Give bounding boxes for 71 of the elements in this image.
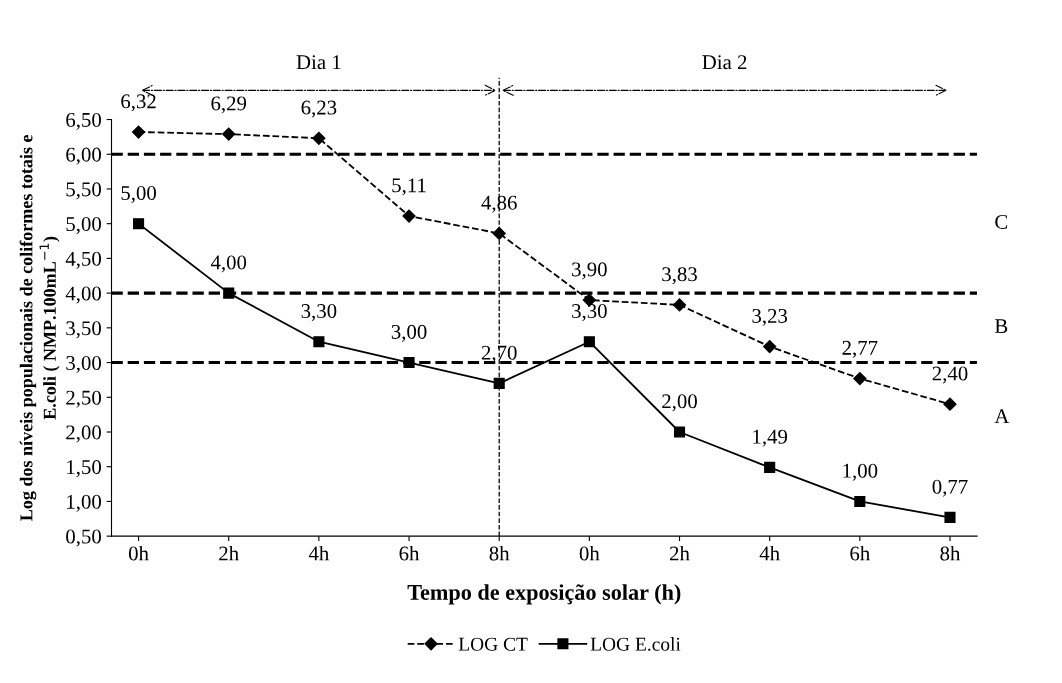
x-tick-label: 6h: [850, 545, 870, 561]
y-tick-label: 1,00: [67, 494, 101, 512]
point: [222, 127, 236, 141]
x-tick-label: 0h: [128, 545, 149, 561]
data-label: 6,32: [121, 94, 156, 112]
data-label: 1,00: [843, 463, 878, 481]
y-tick-label: 1,50: [67, 460, 101, 478]
point: [133, 218, 145, 230]
data-label: 2,77: [842, 340, 878, 358]
text: Dia 1: [296, 55, 341, 70]
y-tick-label: 2,00: [66, 425, 101, 443]
y-axis-title: Log dos níveis populacionais de coliformes totais e E.coli ( NMP.100mL$^{−1}$): [19, 134, 60, 521]
text: B: [994, 319, 1008, 333]
point: [943, 397, 957, 411]
data-label: 5,11: [392, 178, 426, 196]
point: [493, 377, 505, 389]
data-label: 6,23: [301, 100, 337, 118]
data-label: 6,29: [211, 96, 247, 114]
point: [763, 340, 777, 354]
x-tick-label: 2h: [219, 545, 239, 561]
data-label: 1,49: [753, 429, 788, 447]
text: A: [994, 409, 1010, 424]
text: Dia 2: [702, 55, 747, 70]
point: [673, 426, 686, 438]
y-tick-label: 0,50: [66, 529, 101, 547]
point: [672, 298, 687, 312]
data-label: 3,30: [301, 303, 337, 322]
point: [312, 131, 326, 145]
y-tick-label: 6,00: [66, 147, 101, 165]
y-tick-label: 3,50: [66, 321, 101, 339]
point: [854, 495, 866, 507]
x-tick-label: 4h: [308, 545, 330, 561]
point: [131, 125, 146, 139]
data-label: 3,00: [391, 324, 427, 342]
y-tick-label: 5,50: [66, 182, 101, 200]
point: [764, 461, 776, 473]
point: [403, 357, 415, 369]
x-tick-label: 0h: [579, 545, 600, 561]
data-label: 2,00: [662, 394, 697, 412]
x-tick-label: 6h: [399, 545, 420, 561]
point: [223, 287, 235, 299]
y-tick-label: 5,00: [66, 217, 101, 235]
x-tick-label: 8h: [940, 545, 961, 561]
point: [492, 226, 506, 240]
y-tick-label: 4,00: [65, 286, 101, 304]
text: C: [995, 214, 1008, 229]
point: [853, 371, 867, 386]
data-label: 3,83: [662, 267, 697, 285]
x-tick-label: 8h: [489, 545, 510, 561]
y-tick-label: 4,50: [65, 251, 101, 269]
legend-label: LOG CT: [458, 637, 528, 651]
point: [313, 336, 325, 348]
x-axis-title: Tempo de exposição solar (h): [407, 584, 681, 605]
y-tick-label: 2,50: [66, 390, 101, 408]
data-label: 4,00: [210, 255, 247, 273]
point: [944, 511, 956, 523]
y-tick-label: 6,50: [66, 112, 101, 130]
data-label: 3,30: [572, 303, 607, 322]
legend-label: LOG E.coli: [590, 637, 681, 651]
data-label: 4,86: [481, 195, 517, 213]
data-label: 0,77: [932, 479, 968, 497]
data-label: 3,23: [752, 308, 788, 326]
data-label: 3,90: [572, 262, 607, 280]
data-label: 2,40: [932, 366, 968, 384]
x-tick-label: 2h: [670, 545, 690, 561]
point: [583, 336, 595, 348]
x-tick-label: 4h: [759, 545, 780, 561]
data-label: 2,70: [481, 345, 517, 363]
point: [402, 209, 416, 223]
y-tick-label: 3,00: [66, 355, 101, 373]
data-label: 5,00: [121, 185, 156, 203]
